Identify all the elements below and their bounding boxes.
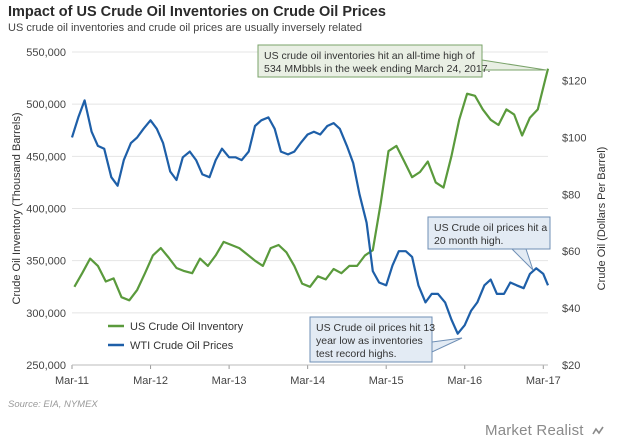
callout-inventory-high-text: 534 MMbbls in the week ending March 24, …	[264, 63, 490, 75]
callout-inventory-high: US crude oil inventories hit an all-time…	[257, 44, 547, 78]
y-right-axis-title: Crude Oil (Dollars Per Barrel)	[596, 147, 608, 291]
price-series-line	[70, 99, 550, 335]
callout-inventory-high-text: US crude oil inventories hit an all-time…	[264, 50, 475, 62]
y-left-tick-label: 450,000	[26, 151, 66, 163]
y-left-tick-label: 550,000	[26, 47, 66, 59]
x-tick-label: Mar-13	[212, 375, 247, 387]
y-right-tick-label: $60	[562, 246, 580, 258]
chart-subtitle: US crude oil inventories and crude oil p…	[8, 22, 363, 34]
series-lines	[70, 68, 550, 335]
brand-mark-icon	[592, 426, 604, 435]
source-note: Source: EIA, NYMEX	[8, 399, 98, 410]
x-tick-label: Mar-11	[55, 375, 89, 387]
callout-price-low-pointer	[431, 337, 463, 353]
callout-inventory-high-box	[257, 44, 483, 78]
y-left-tick-label: 300,000	[26, 308, 66, 320]
y-right-tick-label: $100	[562, 132, 586, 144]
y-left-tick-label: 500,000	[26, 99, 66, 111]
x-tick-label: Mar-15	[369, 375, 404, 387]
callout-price-high: US Crude oil prices hit a20 month high.	[427, 216, 551, 271]
callout-price-low-text: year low as inventories	[316, 335, 423, 347]
callout-inventory-high-pointer	[481, 59, 547, 71]
callout-price-high-pointer	[510, 248, 534, 271]
legend-label: WTI Crude Oil Prices	[130, 340, 234, 352]
y-left-tick-label: 250,000	[26, 360, 66, 372]
callout-price-low-text: test record highs.	[316, 348, 397, 360]
y-right-tick-label: $40	[562, 303, 580, 315]
chart-title: Impact of US Crude Oil Inventories on Cr…	[8, 4, 386, 20]
callout-price-low-box	[309, 316, 433, 363]
callouts: US crude oil inventories hit an all-time…	[257, 44, 551, 363]
x-tick-label: Mar-17	[526, 375, 561, 387]
y-right-tick-label: $20	[562, 360, 580, 372]
x-tick-label: Mar-12	[133, 375, 168, 387]
callout-price-high-box	[427, 216, 551, 250]
y-right-tick-label: $120	[562, 75, 586, 87]
x-tick-label: Mar-16	[447, 375, 482, 387]
callout-price-high-text: US Crude oil prices hit a	[434, 222, 547, 234]
callout-price-high-text: 20 month high.	[434, 235, 503, 247]
x-tick-label: Mar-14	[290, 375, 325, 387]
y-right-tick-label: $80	[562, 189, 580, 201]
y-left-tick-label: 400,000	[26, 204, 66, 216]
callout-price-low-text: US Crude oil prices hit 13	[316, 322, 435, 334]
brand-logo: Market Realist	[485, 422, 584, 439]
axes: 250,000 300,000 350,000 400,000 450,000 500,0…	[11, 47, 608, 387]
legend: US Crude Oil Inventory WTI Crude Oil Pric…	[108, 321, 244, 352]
y-left-tick-label: 350,000	[26, 256, 66, 268]
legend-label: US Crude Oil Inventory	[130, 321, 244, 333]
y-left-axis-title: Crude Oil Inventory (Thousand Barrels)	[11, 113, 23, 305]
inventory-series-line	[73, 68, 550, 302]
